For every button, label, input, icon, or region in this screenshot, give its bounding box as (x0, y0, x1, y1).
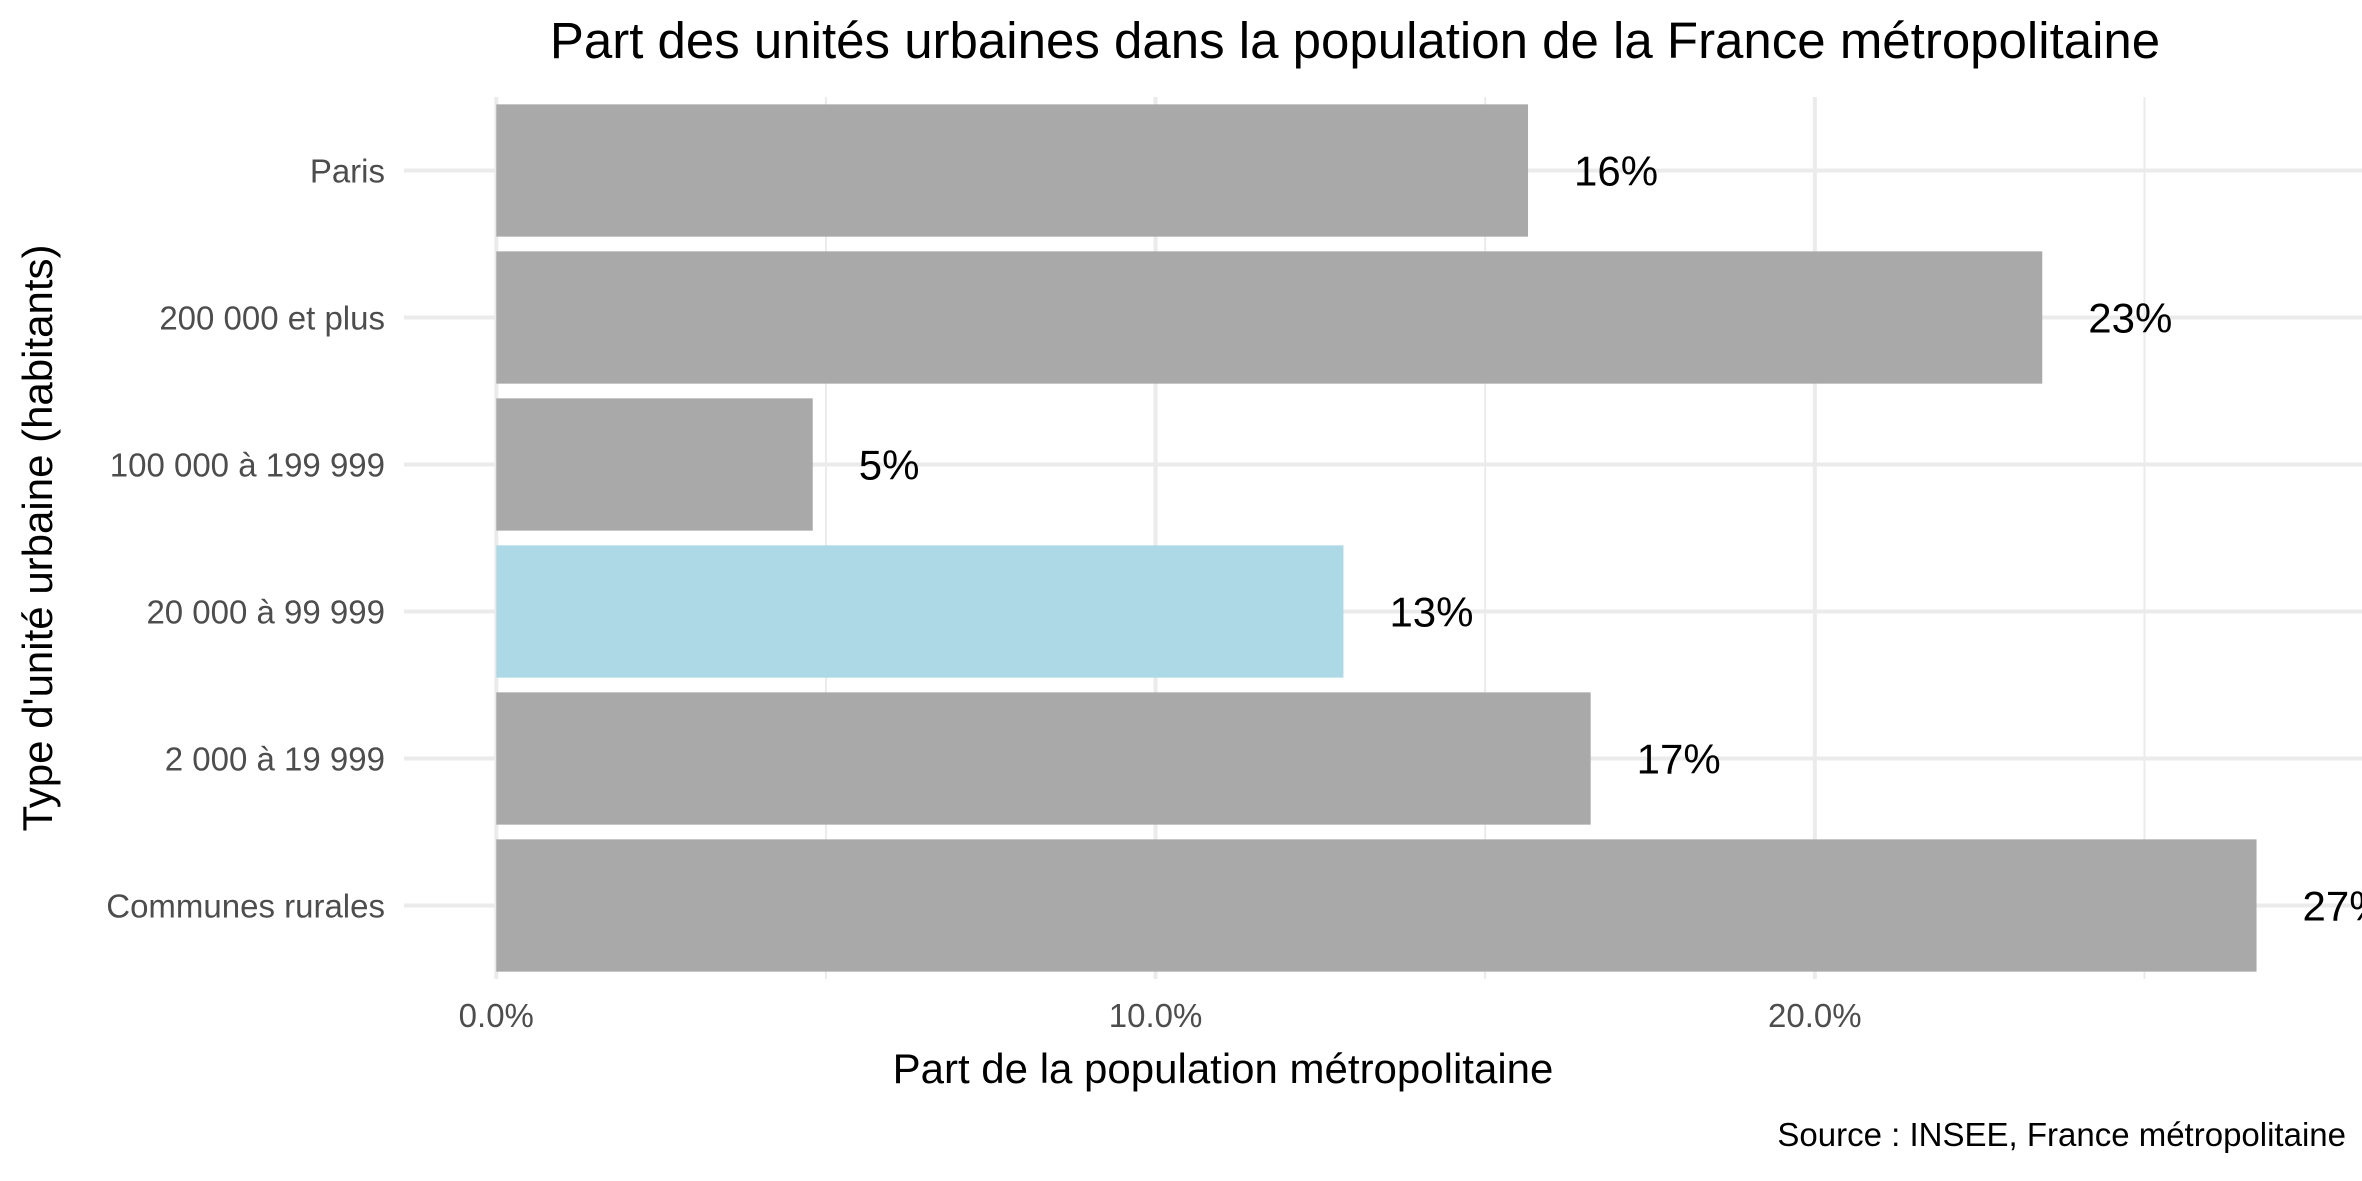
x-axis-tick-labels: 0.0% 10.0% 20.0% (459, 997, 1862, 1034)
y-tick-label: 20 000 à 99 999 (146, 594, 385, 631)
bar (496, 104, 1529, 237)
bar (496, 545, 1344, 678)
y-tick-label: 2 000 à 19 999 (165, 741, 385, 778)
chart-caption: Source : INSEE, France métropolitaine (1777, 1116, 2346, 1153)
y-tick-label: Paris (310, 153, 385, 190)
x-tick-label: 20.0% (1768, 997, 1862, 1034)
bar (496, 692, 1591, 825)
x-tick-label: 10.0% (1109, 997, 1203, 1034)
x-axis-title: Part de la population métropolitaine (893, 1045, 1554, 1092)
chart-title: Part des unités urbaines dans la populat… (550, 12, 2160, 69)
y-tick-label: Communes rurales (106, 888, 385, 925)
data-labels: 16% 23% 5% 13% 17% 27% (859, 148, 2362, 930)
x-tick-label: 0.0% (459, 997, 534, 1034)
bar-value-label: 27% (2303, 883, 2362, 930)
bar-value-label: 17% (1637, 736, 1721, 783)
bar (496, 398, 813, 531)
y-tick-label: 200 000 et plus (159, 300, 385, 337)
bar-value-label: 16% (1574, 148, 1658, 195)
bars (496, 104, 2257, 972)
y-tick-label: 100 000 à 199 999 (110, 447, 385, 484)
bar-value-label: 23% (2088, 295, 2172, 342)
y-axis-title: Type d'unité urbaine (habitants) (14, 244, 61, 831)
bar-value-label: 5% (859, 442, 920, 489)
bar (496, 839, 2257, 972)
bar-value-label: 13% (1389, 589, 1473, 636)
bar (496, 251, 2043, 384)
y-axis-tick-labels: Paris 200 000 et plus 100 000 à 199 999 20 … (106, 153, 385, 925)
